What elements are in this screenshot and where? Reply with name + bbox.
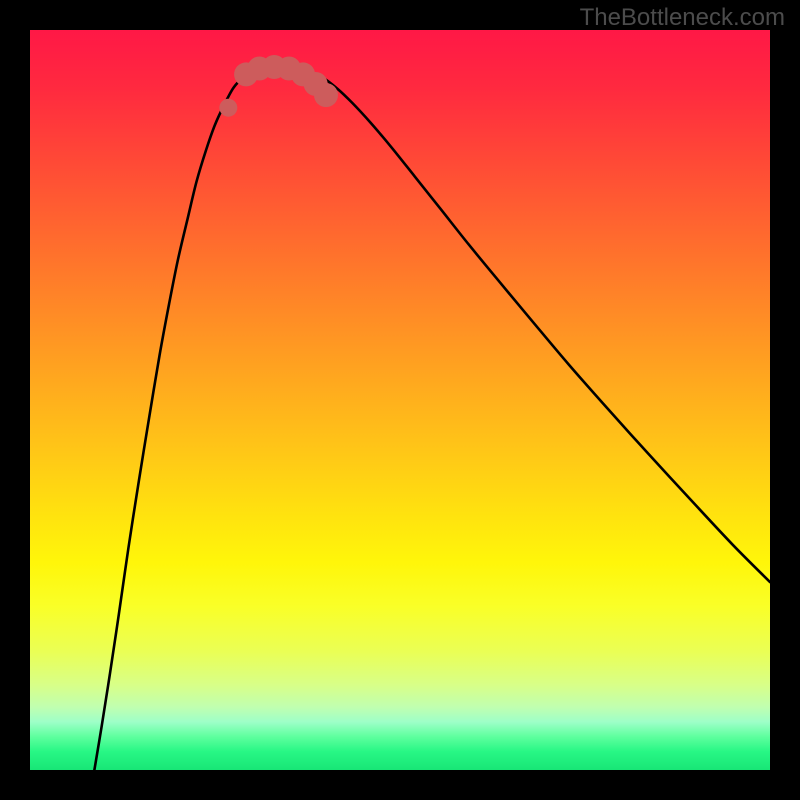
marker-point [314,83,338,107]
gradient-background [30,30,770,770]
watermark-text: TheBottleneck.com [580,4,785,32]
plot-area [30,30,770,770]
marker-point [219,99,237,117]
chart-svg [30,30,770,770]
